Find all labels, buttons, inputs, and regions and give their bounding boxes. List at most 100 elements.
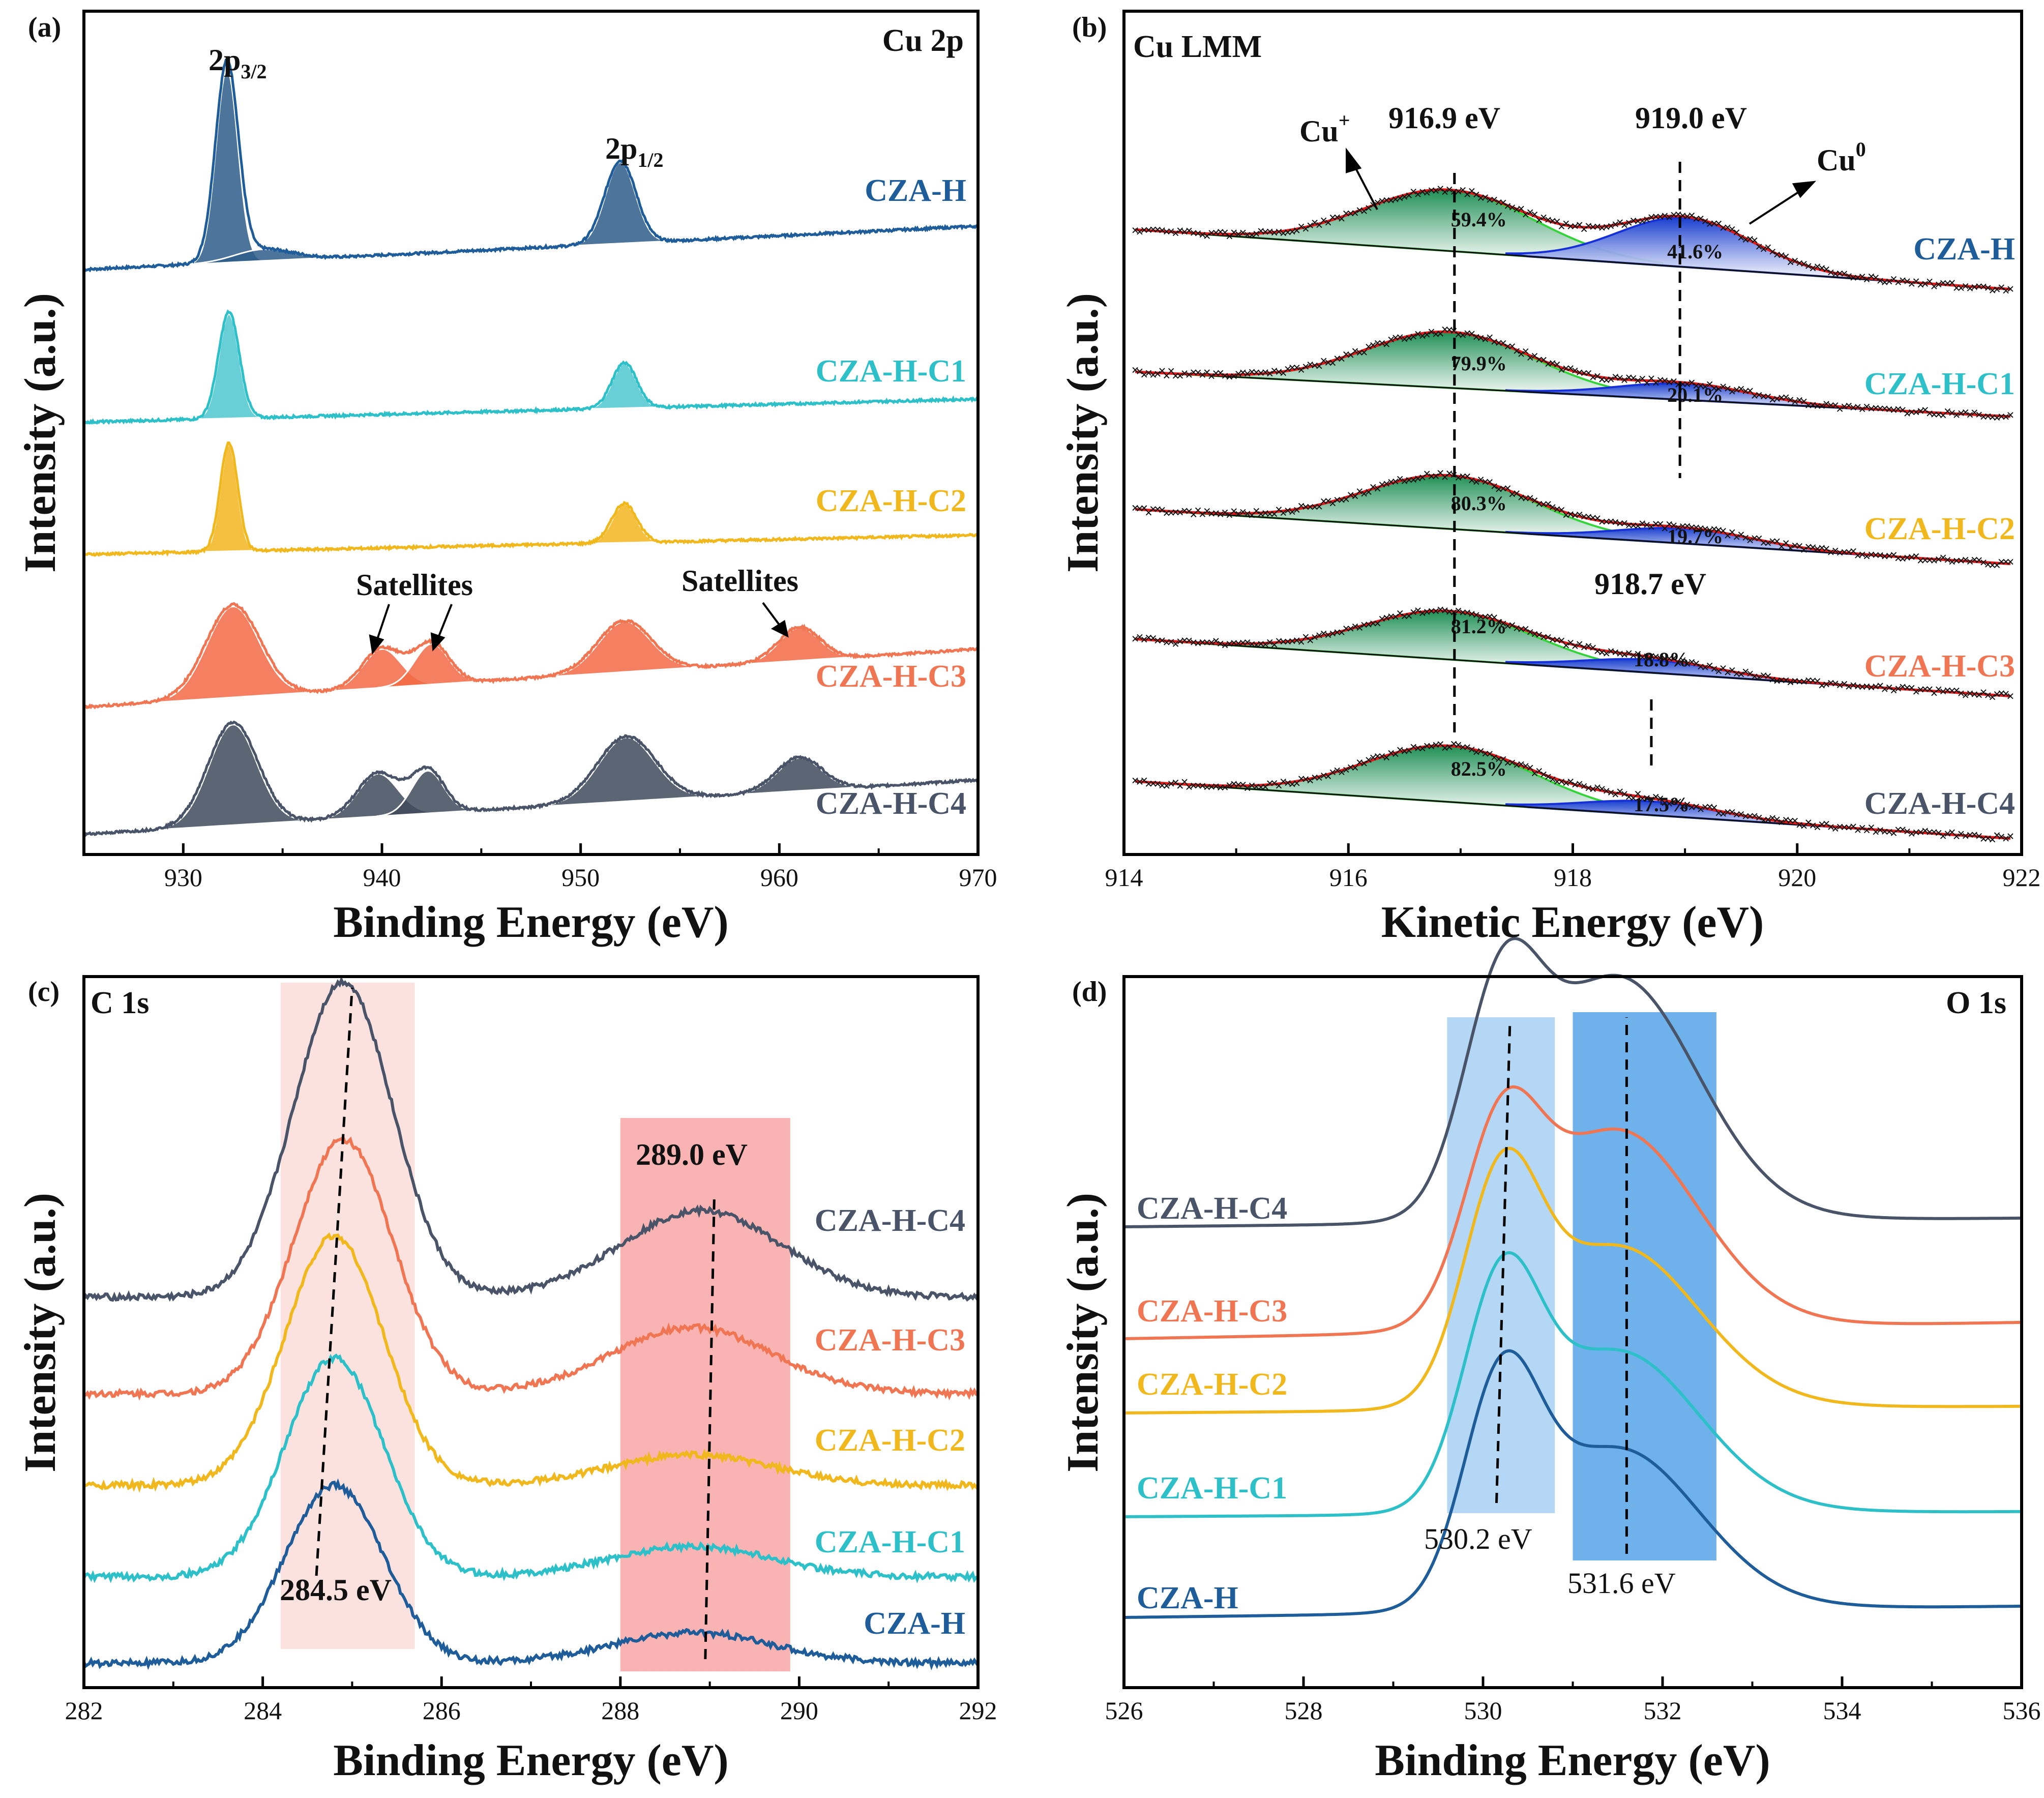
pct-cu-plus-cza-h-c2: 80.3% — [1451, 492, 1507, 515]
cu-zero-label: Cu0 — [1817, 138, 1866, 177]
panel-letter-a: (a) — [28, 12, 61, 43]
guide-c-284-5 — [315, 987, 353, 1576]
series-label-b-cza-h-c1: CZA-H-C1 — [1864, 367, 2015, 401]
series-labels-c: CZA-H-C4 CZA-H-C3 CZA-H-C2 CZA-H-C1 CZA-H — [815, 1203, 965, 1641]
panel-title-d: O 1s — [1946, 986, 2006, 1020]
y-axis-title-b: Intensity (a.u.) — [1058, 293, 1108, 573]
x-tick-label-c-284: 284 — [244, 1696, 282, 1725]
band-c-289 — [620, 1118, 790, 1671]
pct-cu-zero-cza-h-c3: 18.8% — [1634, 648, 1690, 671]
y-axis-title-c: Intensity (a.u.) — [16, 1193, 65, 1472]
peak-2p32-label: 2p3/2 — [209, 43, 267, 83]
series-a-cza-h — [83, 57, 979, 273]
satellite-arrowhead-1 — [369, 634, 384, 655]
dashed-guides-c — [315, 987, 716, 1660]
x-tick-label-a-940: 940 — [363, 863, 401, 892]
curve-c-cza-h — [82, 1478, 980, 1671]
curve-c-cza-h-c2 — [83, 1232, 980, 1493]
pct-cu-plus-cza-h-c4: 82.5% — [1451, 757, 1507, 780]
c1s-peak1-label: 284.5 eV — [280, 1573, 392, 1607]
panel-b: 59.4% 41.6% 79.9% 20.1% 80.3% 19.7% 81.2% 18.8%… — [1058, 10, 2041, 947]
fit-peak-a-cza-h-c4-0 — [156, 724, 311, 831]
o1s-peak1-label: 530.2 eV — [1424, 1522, 1532, 1555]
series-label-b-cza-h: CZA-H — [1913, 232, 2015, 267]
data-points-b-cza-h-c4 — [1132, 741, 2013, 843]
data-points-b-cza-h-c1 — [1132, 326, 2013, 421]
axes-frame-a — [82, 10, 980, 856]
cu-zero-arrow — [1749, 188, 1804, 225]
c1s-peak2-label: 289.0 eV — [636, 1138, 748, 1171]
cu-zero-sup: 0 — [1856, 138, 1866, 161]
peak-2p32-sub: 3/2 — [241, 60, 266, 83]
series-labels-a: CZA-H CZA-H-C1 CZA-H-C2 CZA-H-C3 CZA-H-C4 — [816, 173, 966, 821]
pct-cu-zero-cza-h: 41.6% — [1667, 240, 1723, 263]
satellite-arrowhead-3 — [771, 620, 789, 638]
x-tick-label-d-528: 528 — [1285, 1696, 1323, 1725]
panel-letter-b: (b) — [1072, 12, 1107, 43]
panel-title-c: C 1s — [91, 986, 149, 1020]
x-tick-label-b-914: 914 — [1105, 863, 1143, 892]
series-label-a-cza-h-c1: CZA-H-C1 — [816, 354, 966, 389]
x-axis-title-c: Binding Energy (eV) — [333, 1736, 728, 1785]
plot-area-a — [82, 57, 980, 837]
series-label-c-cza-h-c2: CZA-H-C2 — [815, 1423, 965, 1458]
x-tick-label-b-916: 916 — [1329, 863, 1368, 892]
series-label-a-cza-h-c3: CZA-H-C3 — [816, 659, 966, 694]
x-tick-label-c-282: 282 — [65, 1696, 103, 1725]
data-points-b-cza-h — [1132, 186, 2013, 294]
cu-plus-arrow — [1352, 162, 1378, 210]
peak-916-label: 916.9 eV — [1388, 101, 1500, 135]
x-tick-label-b-920: 920 — [1778, 863, 1816, 892]
x-tick-label-b-918: 918 — [1554, 863, 1592, 892]
fit-peak-a-cza-h-0 — [191, 68, 263, 266]
x-tick-label-c-286: 286 — [423, 1696, 461, 1725]
x-tick-label-d-530: 530 — [1464, 1696, 1502, 1725]
cu-plus-sup: + — [1339, 109, 1350, 132]
cu-plus-label: Cu+ — [1299, 109, 1350, 148]
curve-c-cza-h-c3 — [83, 1135, 979, 1401]
x-tick-label-a-930: 930 — [164, 863, 202, 892]
series-a-cza-h-c1 — [82, 309, 979, 425]
dashed-guides-b — [1453, 162, 1681, 771]
pct-cu-zero-cza-h-c2: 19.7% — [1667, 525, 1723, 548]
curve-a-cza-h — [83, 57, 979, 273]
guide-d-530-2 — [1495, 1021, 1512, 1504]
guide-c-289-0 — [704, 1197, 716, 1660]
x-ticks-b: 914 916 918 920 922 — [1105, 843, 2041, 892]
curve-a-cza-h-c3 — [83, 602, 980, 710]
curve-c-cza-h-c4 — [82, 976, 980, 1302]
series-a-cza-h-c2 — [83, 441, 980, 557]
cu-plus-text: Cu — [1299, 114, 1339, 148]
x-tick-label-c-292: 292 — [959, 1696, 997, 1725]
axes-frame-b — [1122, 10, 2023, 856]
x-tick-label-c-288: 288 — [601, 1696, 639, 1725]
series-label-c-cza-h-c4: CZA-H-C4 — [815, 1203, 965, 1238]
o1s-peak2-label: 531.6 eV — [1567, 1567, 1676, 1600]
plot-area-b: 59.4% 41.6% 79.9% 20.1% 80.3% 19.7% 81.2% 18.8%… — [1132, 162, 2013, 843]
series-b-cza-h-c1: 79.9% 20.1% — [1132, 326, 2013, 421]
fit-peak-a-cza-h-c4-3 — [537, 736, 717, 808]
satellite-arrow-3 — [762, 602, 782, 628]
curve-a-cza-h-c2 — [83, 441, 980, 557]
curve-d-cza-h-c3 — [1123, 1085, 2022, 1340]
pct-cu-plus-cza-h-c1: 79.9% — [1451, 352, 1507, 375]
series-label-c-cza-h: CZA-H — [864, 1606, 965, 1641]
pct-cu-zero-cza-h-c4: 17.5% — [1634, 793, 1690, 816]
x-tick-label-d-534: 534 — [1823, 1696, 1861, 1725]
peak-919-label: 919.0 eV — [1635, 101, 1747, 135]
series-b-cza-h-c2: 80.3% 19.7% — [1132, 470, 2013, 568]
data-points-b-cza-h-c2 — [1132, 470, 2013, 568]
series-label-c-cza-h-c1: CZA-H-C1 — [815, 1525, 965, 1559]
series-label-d-cza-h-c4: CZA-H-C4 — [1137, 1191, 1287, 1226]
pct-cu-plus-cza-h-c3: 81.2% — [1451, 615, 1507, 638]
y-axis-title-a: Intensity (a.u.) — [16, 293, 65, 573]
x-ticks-c: 282 284 286 288 290 292 — [65, 1676, 997, 1725]
x-tick-label-d-526: 526 — [1105, 1696, 1143, 1725]
series-b-cza-h: 59.4% 41.6% — [1132, 186, 2013, 294]
series-label-a-cza-h-c4: CZA-H-C4 — [816, 786, 966, 821]
series-labels-b: CZA-H CZA-H-C1 CZA-H-C2 CZA-H-C3 CZA-H-C4 — [1864, 232, 2015, 821]
curve-d-cza-h-c1 — [1124, 1251, 2022, 1518]
panel-c: 282 284 286 288 290 292 (c) C 1s Binding Ener… — [16, 975, 997, 1785]
dashed-guides-d — [1495, 1017, 1628, 1554]
series-label-d-cza-h-c3: CZA-H-C3 — [1137, 1294, 1287, 1329]
